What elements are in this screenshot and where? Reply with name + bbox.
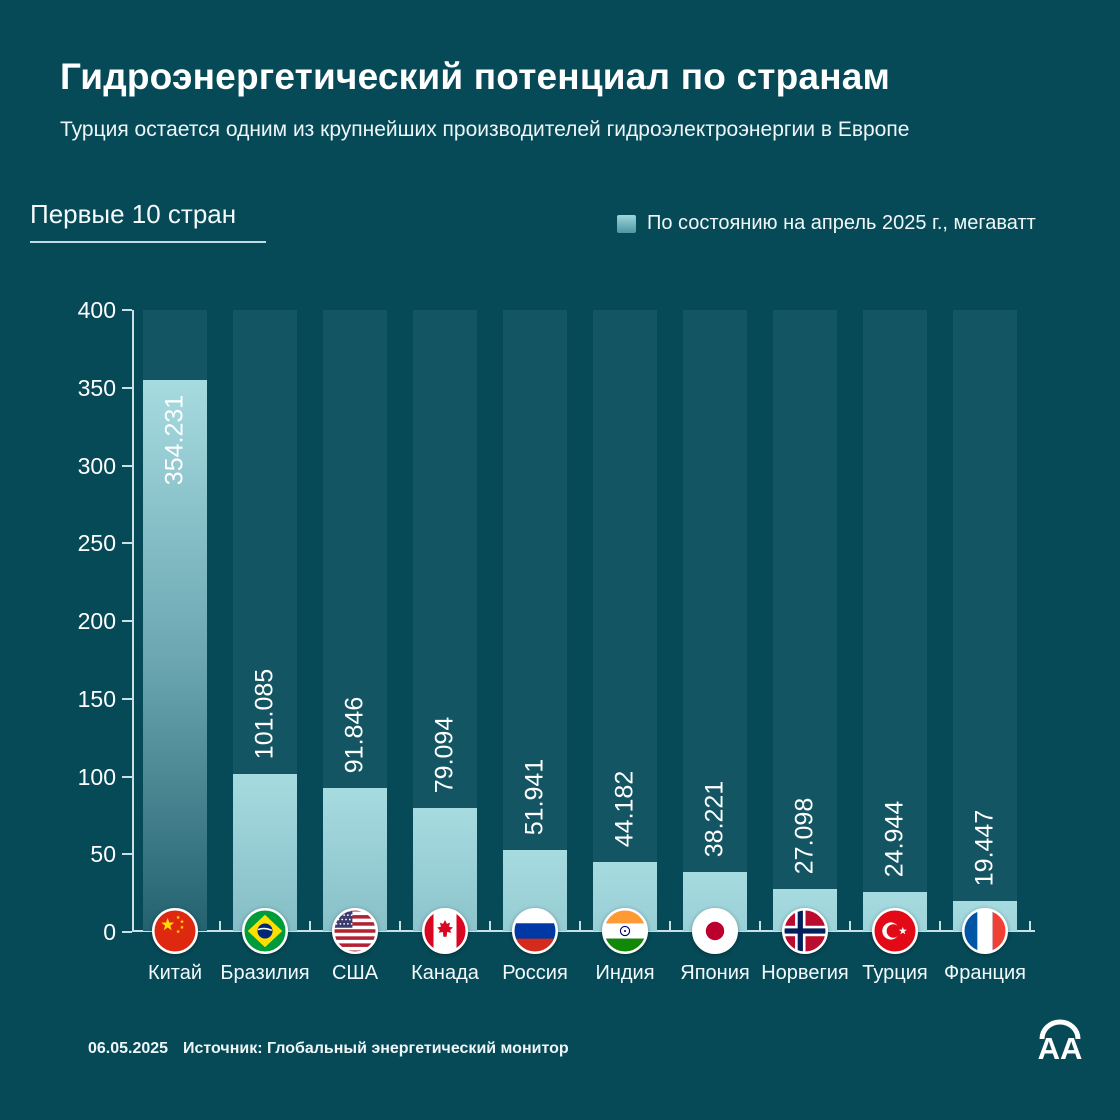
flag-wrap <box>962 908 1008 954</box>
x-axis-tick <box>669 921 671 932</box>
flag-wrap <box>422 908 468 954</box>
flag-china-icon <box>152 908 198 954</box>
flag-japan-icon <box>692 908 738 954</box>
y-tick <box>122 464 132 467</box>
category-label: Норвегия <box>761 962 849 984</box>
category-label: Канада <box>411 962 479 984</box>
flag-india-icon <box>602 908 648 954</box>
flag-turkey-icon <box>872 908 918 954</box>
footer-source: Источник: Глобальный энергетический мони… <box>183 1040 569 1057</box>
y-tick <box>122 697 132 700</box>
bar-value: 354.231 <box>160 394 189 486</box>
flag-usa-icon <box>332 908 378 954</box>
column-background <box>683 310 747 931</box>
category-label: Индия <box>595 962 655 984</box>
column-background <box>773 310 837 931</box>
aa-logo-icon: AA <box>1038 1019 1083 1066</box>
y-tick-label: 50 <box>90 841 116 868</box>
x-axis <box>132 930 1035 932</box>
y-tick-label: 350 <box>77 374 116 401</box>
y-tick <box>122 309 132 311</box>
category-label: Япония <box>680 962 750 984</box>
y-tick <box>122 386 132 389</box>
legend: По состоянию на апрель 2025 г., мегаватт <box>617 212 1036 235</box>
flag-wrap <box>512 908 558 954</box>
x-axis-tick <box>759 921 761 932</box>
x-axis-tick <box>849 921 851 932</box>
column-background <box>863 310 927 931</box>
column-background <box>953 310 1017 931</box>
flag-wrap <box>872 908 918 954</box>
x-axis-tick <box>489 921 491 932</box>
column-background <box>503 310 567 931</box>
footer-date: 06.05.2025 <box>88 1040 169 1057</box>
bar-brazil <box>233 774 297 931</box>
bar-value: 27.098 <box>790 797 819 875</box>
bar-value: 44.182 <box>610 770 639 848</box>
x-axis-tick <box>579 921 581 932</box>
flag-wrap <box>782 908 828 954</box>
category-label: Турция <box>862 962 928 984</box>
flag-canada-icon <box>422 908 468 954</box>
category-label: Россия <box>502 962 568 984</box>
y-tick-label: 300 <box>77 452 116 479</box>
x-axis-tick <box>1029 921 1031 932</box>
x-axis-tick <box>219 921 221 932</box>
section-label: Первые 10 стран <box>30 199 267 243</box>
y-tick-label: 200 <box>77 608 116 634</box>
bar-value: 101.085 <box>250 668 279 760</box>
flag-wrap <box>152 908 198 954</box>
flag-wrap <box>242 908 288 954</box>
y-tick <box>122 620 132 622</box>
y-tick <box>122 775 132 778</box>
flag-brazil-icon <box>242 908 288 954</box>
svg-text:AA: AA <box>1038 1031 1083 1066</box>
flag-wrap <box>602 908 648 954</box>
y-tick <box>122 931 132 933</box>
x-axis-tick <box>399 921 401 932</box>
bar-value: 51.941 <box>520 758 549 836</box>
flag-russia-icon <box>512 908 558 954</box>
y-tick <box>122 542 132 545</box>
flag-france-icon <box>962 908 1008 954</box>
category-label: Бразилия <box>220 962 310 984</box>
agency-logo: AA <box>1028 1012 1092 1072</box>
bar-value: 24.944 <box>880 800 909 878</box>
y-axis <box>132 310 134 932</box>
bar-value: 79.094 <box>430 716 459 794</box>
x-axis-tick <box>309 921 311 932</box>
y-tick-label: 0 <box>103 919 116 945</box>
bar-chart: 0 50 100 150 200 250 300 350 400 354.231 Китай 101.… <box>78 297 1035 984</box>
page-subtitle: Турция остается одним из крупнейших прои… <box>60 118 910 141</box>
flag-wrap <box>332 908 378 954</box>
legend-swatch-icon <box>617 214 636 233</box>
legend-label: По состоянию на апрель 2025 г., мегаватт <box>647 212 1036 234</box>
flag-norway-icon <box>782 908 828 954</box>
y-tick-label: 150 <box>77 685 116 712</box>
x-axis-tick <box>939 921 941 932</box>
y-tick-label: 100 <box>77 763 116 790</box>
y-tick-label: 250 <box>77 530 116 557</box>
column-background <box>593 310 657 931</box>
y-tick <box>122 853 132 856</box>
y-tick-label: 400 <box>77 297 116 323</box>
category-label: Китай <box>147 962 203 984</box>
bar-value: 19.447 <box>970 809 999 887</box>
page-title: Гидроэнергетический потенциал по странам <box>60 56 891 97</box>
category-label: Франция <box>944 962 1026 984</box>
bar-usa <box>323 788 387 931</box>
bar-china <box>143 380 207 931</box>
bar-value: 91.846 <box>340 696 369 774</box>
category-label: США <box>331 962 379 984</box>
bar-value: 38.221 <box>700 780 729 858</box>
flag-wrap <box>692 908 738 954</box>
